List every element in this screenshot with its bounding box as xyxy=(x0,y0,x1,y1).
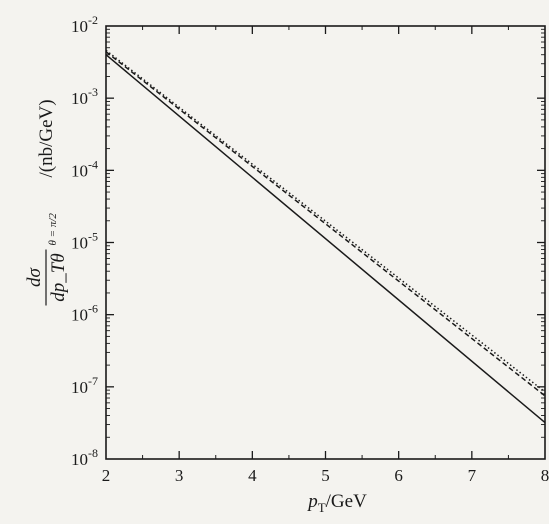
y-tick-exponent: -7 xyxy=(88,374,98,388)
x-tick-label: 4 xyxy=(248,466,257,485)
y-tick-label: 10-8 xyxy=(71,446,98,469)
y-tick-label: 10-6 xyxy=(71,302,98,325)
y-tick-exponent: -6 xyxy=(88,302,98,316)
y-tick-exponent: -3 xyxy=(88,85,98,99)
y-tick-base: 10 xyxy=(71,17,88,36)
x-tick-label: 8 xyxy=(541,466,549,485)
y-tick-label: 10-2 xyxy=(71,13,98,36)
series-line-dotted xyxy=(105,49,546,393)
x-tick-label: 2 xyxy=(102,466,111,485)
x-tick-label: 3 xyxy=(175,466,184,485)
x-tick-label: 5 xyxy=(321,466,330,485)
y-axis-title: dσ dp_Tθ θ = π/2 /(nb/GeV) xyxy=(24,99,69,306)
x-axis-title: pT/GeV xyxy=(306,491,367,515)
y-tick-base: 10 xyxy=(71,378,88,397)
y-tick-exponent: -5 xyxy=(88,230,98,244)
y-tick-base: 10 xyxy=(71,306,88,325)
y-tick-base: 10 xyxy=(71,450,88,469)
y-tick-exponent: -4 xyxy=(88,157,98,171)
plot-frame xyxy=(105,25,546,460)
y-tick-exponent: -8 xyxy=(88,446,98,460)
y-tick-exponent: -2 xyxy=(88,13,98,27)
y-tick-label: 10-4 xyxy=(71,157,98,180)
y-axis-subscript: θ = π/2 xyxy=(47,213,59,246)
y-tick-label: 10-5 xyxy=(71,230,98,253)
y-axis-unit: /(nb/GeV) xyxy=(36,99,57,177)
y-tick-base: 10 xyxy=(71,161,88,180)
series-line-dashed xyxy=(105,51,546,397)
y-tick-label: 10-3 xyxy=(71,85,98,108)
x-tick-label: 6 xyxy=(394,466,403,485)
x-tick-label: 7 xyxy=(468,466,477,485)
y-axis-numerator: dσ xyxy=(24,267,45,287)
y-tick-label: 10-7 xyxy=(71,374,98,397)
y-tick-base: 10 xyxy=(71,234,88,253)
series-line-solid xyxy=(105,54,546,424)
y-tick-base: 10 xyxy=(71,89,88,108)
y-axis-denominator: dp_Tθ xyxy=(48,253,69,301)
